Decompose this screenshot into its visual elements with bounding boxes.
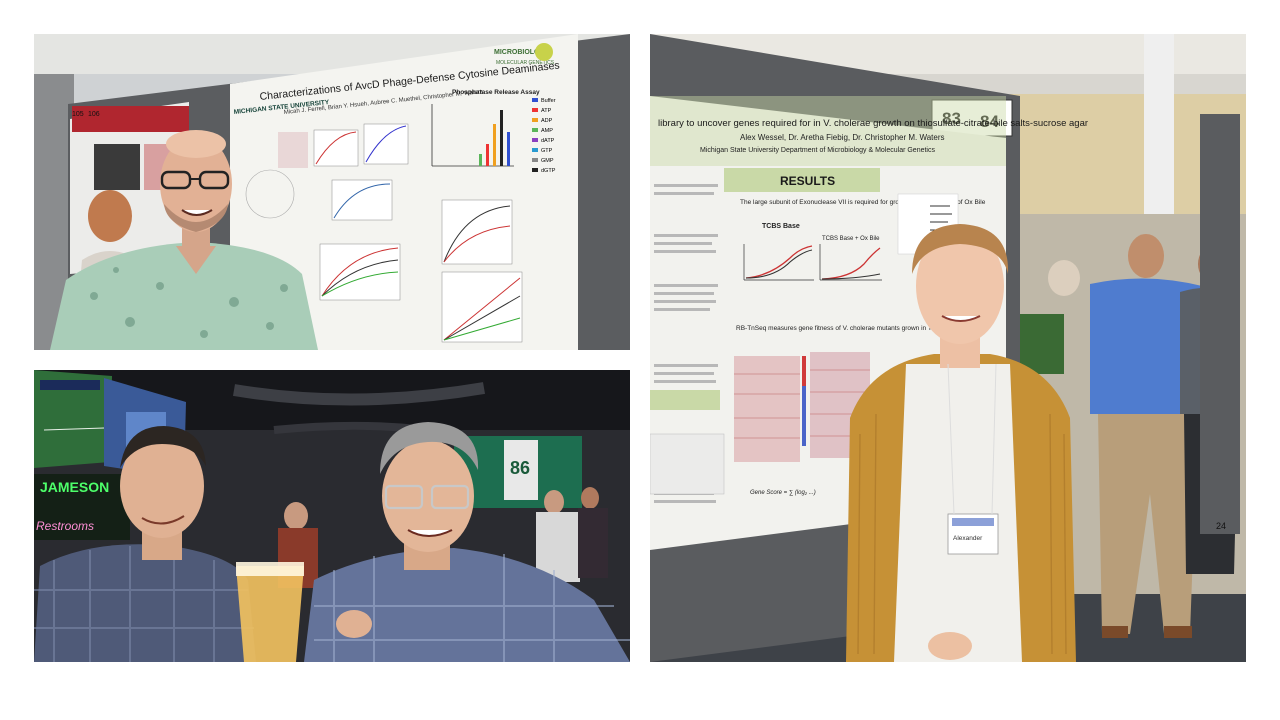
poster-diagram-box — [650, 433, 725, 495]
poster-growth-curves — [743, 244, 882, 281]
main-poster — [230, 34, 578, 350]
legend-item: Buffer — [541, 98, 556, 104]
board-number-a: 105 — [72, 111, 84, 118]
sports-bar-scene: 86 JAMESON Restrooms — [34, 370, 630, 662]
poster-authors: Alex Wessel, Dr. Aretha Fiebig, Dr. Chri… — [740, 133, 945, 142]
logo-mark — [535, 43, 553, 61]
beer-glass-left — [236, 562, 304, 662]
person-left-man — [34, 426, 256, 662]
poster-bar-chart — [431, 104, 514, 167]
background-patrons — [278, 487, 608, 588]
legend-item: GTP — [541, 148, 553, 154]
neon-sign-panel — [34, 474, 130, 540]
poster-small-header — [72, 106, 189, 132]
heatmap-caption: RB-TnSeq measures gene fitness of V. cho… — [736, 325, 965, 332]
poster-line-plots — [313, 123, 523, 343]
plaid-shirt-left — [34, 544, 256, 662]
face — [382, 440, 474, 552]
face — [916, 228, 1004, 344]
chart-title-b: TCBS Base + Ox Bile — [822, 236, 880, 242]
board-number-b: 84 — [980, 112, 999, 131]
person-right-man — [304, 422, 630, 662]
poster-radial-figure — [245, 169, 295, 219]
legend-item: ATP — [541, 108, 552, 114]
poster-bar — [493, 124, 496, 166]
name-tag: Alexander — [953, 535, 983, 542]
poster-bar — [479, 154, 482, 166]
results-header: RESULTS — [780, 174, 835, 188]
neon-sign-brand: JAMESON — [40, 479, 109, 495]
board-number-a: 83 — [942, 109, 961, 128]
person-presenter — [50, 130, 318, 350]
potted-plant — [1020, 314, 1064, 374]
poster-small-figure — [94, 144, 140, 190]
legend-item: GMP — [541, 158, 554, 164]
side-board-number: 24 — [1216, 521, 1226, 531]
poster-session-right-scene: 83 84 library to uncover genes required … — [650, 34, 1246, 662]
board-number-b: 106 — [88, 111, 100, 118]
person-presenter-young: Alexander — [846, 224, 1076, 662]
poster-affiliation: Michigan State University Department of … — [700, 147, 935, 154]
white-tshirt — [894, 364, 1022, 662]
legend-item: AMP — [541, 128, 553, 134]
poster-title: library to uncover genes required for in… — [658, 118, 1088, 129]
logo-line-1: MICROBIOLOGY — [494, 49, 550, 56]
poster-section-bar — [650, 390, 720, 410]
results-header-bar — [724, 168, 880, 192]
tv-screen-left — [34, 370, 112, 468]
poster-bar — [507, 132, 510, 166]
poster-legend: Buffer ATP ADP AMP dATP GTP GMP dGTP — [532, 98, 556, 174]
jersey-number: 86 — [510, 458, 530, 478]
face — [160, 136, 232, 232]
legend-item: ADP — [541, 118, 553, 124]
legend-item: dGTP — [541, 168, 556, 174]
tv-screen-center: 86 — [454, 436, 582, 508]
poster-equation: Gene Score = ∑ (log₂ ...) — [750, 490, 816, 496]
photo-sports-bar: 86 JAMESON Restrooms — [34, 370, 630, 662]
poster-bar — [486, 144, 489, 166]
neon-sign-restrooms: Restrooms — [36, 519, 94, 533]
glasses — [384, 484, 424, 510]
logo-line-2: MOLECULAR GENETICS — [496, 60, 555, 66]
poster-header-band — [650, 96, 1006, 166]
poster-bar — [500, 110, 503, 166]
chart-title-a: TCBS Base — [762, 223, 800, 230]
poster-structure-figure — [278, 132, 308, 168]
poster-board-right — [1200, 114, 1240, 534]
results-caption: The large subunit of Exonuclease VII is … — [740, 199, 986, 206]
face — [120, 434, 204, 538]
assay-title: Phosphatase Release Assay — [452, 89, 540, 96]
clasped-hands — [928, 632, 972, 660]
poster-heatmap — [734, 352, 870, 462]
photo-poster-session-left: 105 106 Characterizations of AvcD Phage-… — [34, 34, 630, 350]
hair — [912, 224, 1009, 274]
photo-poster-session-right: 83 84 library to uncover genes required … — [650, 34, 1246, 662]
poster-session-left-scene: 105 106 Characterizations of AvcD Phage-… — [34, 34, 630, 350]
legend-item: dATP — [541, 138, 555, 144]
